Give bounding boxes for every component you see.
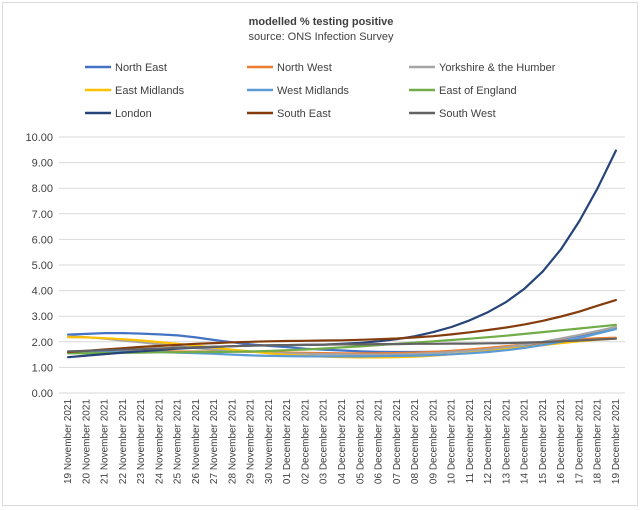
- x-tick-label: 11 December 2021: [465, 399, 476, 484]
- x-tick-label: 01 December 2021: [282, 399, 293, 484]
- x-tick-label: 28 November 2021: [227, 399, 238, 484]
- x-tick-label: 03 December 2021: [319, 399, 330, 484]
- series-line-london: [67, 149, 617, 359]
- x-tick-label: 18 December 2021: [593, 399, 604, 484]
- y-tick-label: 1.00: [32, 362, 53, 374]
- x-tick-label: 19 November 2021: [63, 399, 74, 484]
- x-tick-label: 22 November 2021: [118, 399, 129, 484]
- legend-label: London: [115, 108, 152, 120]
- x-tick-label: 08 December 2021: [410, 399, 421, 484]
- y-tick-label: 8.00: [32, 183, 53, 195]
- legend-label: North East: [115, 62, 167, 74]
- legend-label: West Midlands: [277, 85, 349, 97]
- series-line-south-east: [67, 299, 617, 354]
- chart-title: modelled % testing positive: [249, 16, 394, 28]
- y-tick-label: 0.00: [32, 388, 53, 400]
- series-lines: [67, 149, 617, 359]
- x-tick-label: 20 November 2021: [81, 399, 92, 484]
- x-tick-label: 17 December 2021: [574, 399, 585, 484]
- y-tick-label: 10.00: [25, 132, 53, 144]
- x-tick-label: 29 November 2021: [246, 399, 257, 484]
- x-tick-label: 13 December 2021: [501, 399, 512, 484]
- series-line-south-west: [67, 337, 617, 353]
- y-tick-label: 7.00: [32, 209, 53, 221]
- y-axis: 0.00 1.00 2.00 3.00 4.00 5.00 6.00 7.00 8.00 9.00…: [25, 132, 53, 400]
- x-tick-label: 15 December 2021: [538, 399, 549, 484]
- x-tick-label: 27 November 2021: [209, 399, 220, 484]
- y-tick-label: 9.00: [32, 158, 53, 170]
- y-tick-label: 2.00: [32, 337, 53, 349]
- x-tick-label: 07 December 2021: [392, 399, 403, 484]
- legend-label: South West: [439, 108, 496, 120]
- x-tick-label: 06 December 2021: [374, 399, 385, 484]
- legend-label: South East: [277, 108, 331, 120]
- y-tick-label: 4.00: [32, 286, 53, 298]
- x-tick-label: 10 December 2021: [447, 399, 458, 484]
- x-tick-label: 23 November 2021: [136, 399, 147, 484]
- series-line-yorkshire-the-humber: [67, 325, 617, 356]
- x-tick-label: 25 November 2021: [173, 399, 184, 484]
- x-tick-label: 12 December 2021: [483, 399, 494, 484]
- legend-label: Yorkshire & the Humber: [439, 62, 556, 74]
- legend-label: North West: [277, 62, 332, 74]
- x-tick-label: 02 December 2021: [300, 399, 311, 484]
- series-line-east-of-england: [67, 323, 617, 355]
- x-tick-label: 09 December 2021: [428, 399, 439, 484]
- x-tick-label: 05 December 2021: [355, 399, 366, 484]
- x-tick-label: 19 December 2021: [611, 399, 622, 484]
- chart-frame: modelled % testing positive source: ONS …: [2, 2, 638, 506]
- x-tick-label: 24 November 2021: [154, 399, 165, 484]
- y-tick-label: 6.00: [32, 234, 53, 246]
- legend-label: East Midlands: [115, 85, 185, 97]
- x-tick-label: 21 November 2021: [100, 399, 111, 484]
- x-tick-label: 16 December 2021: [556, 399, 567, 484]
- y-tick-label: 5.00: [32, 260, 53, 272]
- y-tick-label: 3.00: [32, 311, 53, 323]
- x-tick-label: 30 November 2021: [264, 399, 275, 484]
- x-tick-label: 26 November 2021: [191, 399, 202, 484]
- x-tick-label: 04 December 2021: [337, 399, 348, 484]
- line-chart: modelled % testing positive source: ONS …: [25, 16, 625, 485]
- legend: North East North West Yorkshire & the Humb…: [85, 62, 556, 120]
- legend-label: East of England: [439, 85, 517, 97]
- chart-subtitle: source: ONS Infection Survey: [249, 31, 394, 43]
- x-tick-label: 14 December 2021: [520, 399, 531, 484]
- x-axis: 19 November 2021 20 November 2021 21 Novem…: [63, 399, 622, 485]
